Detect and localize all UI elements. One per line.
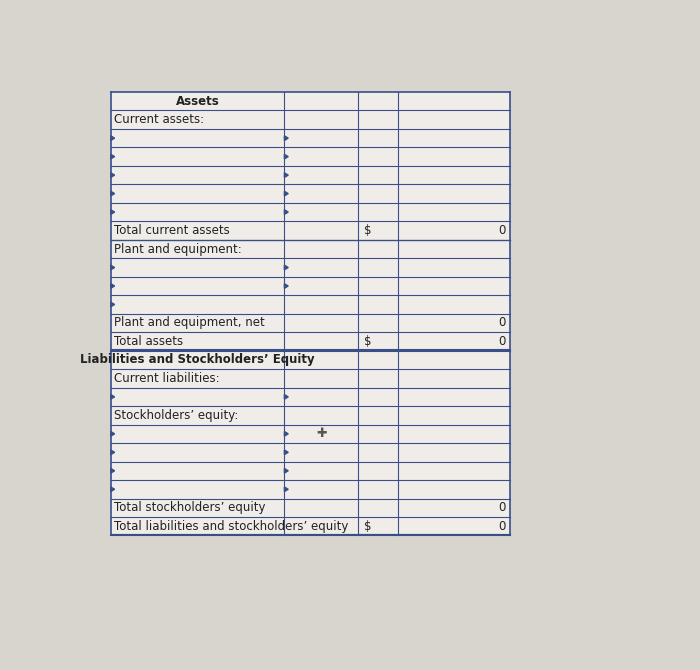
Text: $: $ (365, 224, 372, 237)
Polygon shape (111, 154, 115, 159)
Text: $: $ (365, 335, 372, 348)
Text: Plant and equipment, net: Plant and equipment, net (114, 316, 265, 330)
Text: ✚: ✚ (316, 427, 326, 440)
Polygon shape (284, 487, 288, 492)
Text: $: $ (365, 520, 372, 533)
Polygon shape (111, 431, 115, 436)
Polygon shape (284, 468, 288, 473)
Text: Liabilities and Stockholders’ Equity: Liabilities and Stockholders’ Equity (80, 353, 315, 366)
Polygon shape (284, 173, 288, 178)
Bar (111, 92, 510, 535)
Text: Total liabilities and stockholders’ equity: Total liabilities and stockholders’ equi… (114, 520, 348, 533)
Polygon shape (284, 154, 288, 159)
Polygon shape (111, 468, 115, 473)
Polygon shape (111, 265, 115, 270)
Polygon shape (284, 450, 288, 455)
Polygon shape (111, 173, 115, 178)
Text: 0: 0 (498, 316, 506, 330)
Text: 0: 0 (498, 224, 506, 237)
Text: Total current assets: Total current assets (114, 224, 230, 237)
Text: 0: 0 (498, 335, 506, 348)
Polygon shape (284, 283, 288, 288)
Polygon shape (111, 395, 115, 399)
Text: 0: 0 (498, 501, 506, 515)
Polygon shape (284, 136, 288, 141)
Polygon shape (111, 283, 115, 288)
Polygon shape (284, 265, 288, 270)
Text: 0: 0 (498, 520, 506, 533)
Text: Current assets:: Current assets: (114, 113, 204, 126)
Polygon shape (111, 210, 115, 214)
Text: Assets: Assets (176, 94, 219, 108)
Polygon shape (111, 450, 115, 455)
Polygon shape (111, 136, 115, 141)
Polygon shape (284, 191, 288, 196)
Polygon shape (284, 431, 288, 436)
Text: Total stockholders’ equity: Total stockholders’ equity (114, 501, 265, 515)
Text: Current liabilities:: Current liabilities: (114, 372, 220, 385)
Polygon shape (111, 487, 115, 492)
Polygon shape (111, 191, 115, 196)
Text: Stockholders’ equity:: Stockholders’ equity: (114, 409, 238, 422)
Polygon shape (284, 395, 288, 399)
Text: Plant and equipment:: Plant and equipment: (114, 243, 242, 255)
Text: Total assets: Total assets (114, 335, 183, 348)
Polygon shape (111, 302, 115, 307)
Polygon shape (284, 210, 288, 214)
